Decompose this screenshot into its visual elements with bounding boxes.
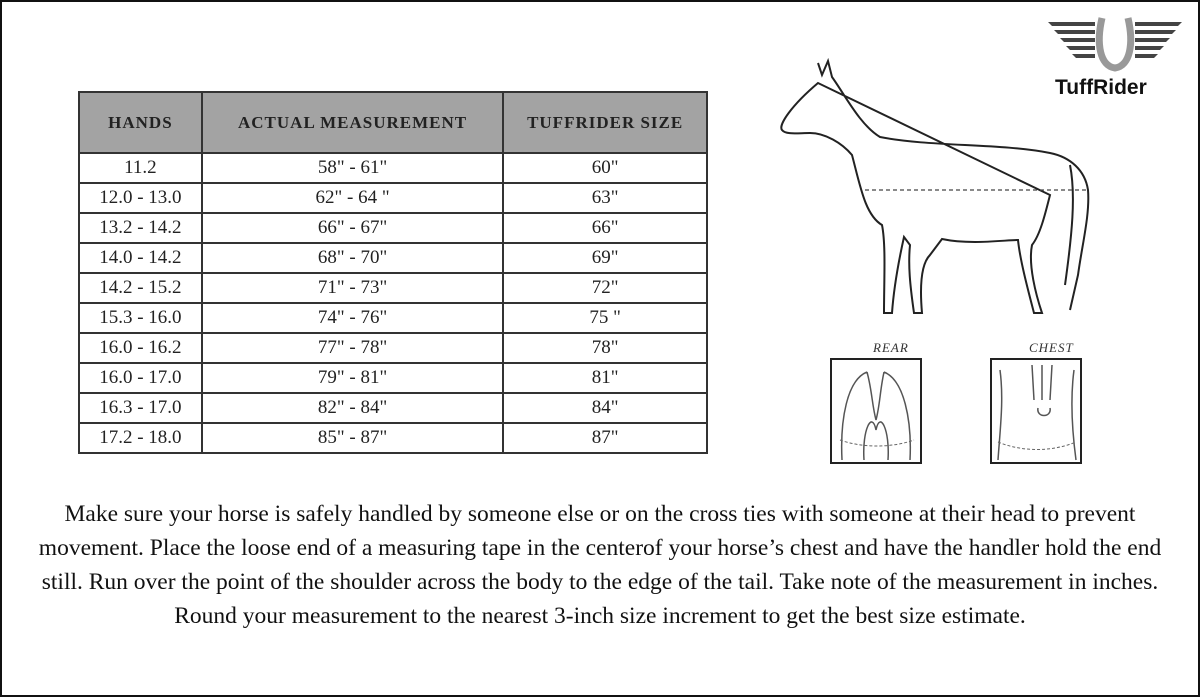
rear-label: REAR — [873, 340, 909, 355]
rear-view-diagram — [830, 358, 922, 464]
table-row: 14.0 - 14.2 68" - 70" 69" — [78, 242, 708, 274]
tuffrider-size-cell: 78" — [502, 332, 708, 364]
hands-cell: 13.2 - 14.2 — [78, 212, 203, 244]
tuffrider-size-cell: 60" — [502, 152, 708, 184]
hands-cell: 11.2 — [78, 152, 203, 184]
chest-label: CHEST — [1029, 340, 1074, 355]
actual-measurement-cell: 66" - 67" — [200, 212, 505, 244]
table-row: 12.0 - 13.0 62" - 64 " 63" — [78, 182, 708, 214]
table-header-row: HANDS ACTUAL MEASUREMENT TUFFRIDER SIZE — [78, 91, 708, 154]
rear-view-icon — [839, 371, 915, 461]
hands-cell: 17.2 - 18.0 — [78, 422, 203, 454]
chest-view-diagram — [990, 358, 1082, 464]
actual-measurement-cell: 71" - 73" — [200, 272, 505, 304]
actual-measurement-cell: 68" - 70" — [200, 242, 505, 274]
tuffrider-size-cell: 87" — [502, 422, 708, 454]
actual-measurement-cell: 62" - 64 " — [200, 182, 505, 214]
header-actual-measurement: ACTUAL MEASUREMENT — [200, 91, 505, 154]
table-row: 11.2 58" - 61" 60" — [78, 152, 708, 184]
tuffrider-size-cell: 66" — [502, 212, 708, 244]
measuring-instructions: Make sure your horse is safely handled b… — [38, 501, 1162, 629]
table-row: 17.2 - 18.0 85" - 87" 87" — [78, 422, 708, 454]
actual-measurement-cell: 79" - 81" — [200, 362, 505, 394]
tuffrider-size-cell: 81" — [502, 362, 708, 394]
hands-cell: 12.0 - 13.0 — [78, 182, 203, 214]
actual-measurement-cell: 82" - 84" — [200, 392, 505, 424]
hands-cell: 15.3 - 16.0 — [78, 302, 203, 334]
actual-measurement-cell: 85" - 87" — [200, 422, 505, 454]
tuffrider-size-cell: 84" — [502, 392, 708, 424]
hands-cell: 16.0 - 16.2 — [78, 332, 203, 364]
horse-outline-illustration — [780, 57, 1090, 314]
tuffrider-logo-icon — [1048, 17, 1182, 72]
hands-cell: 16.3 - 17.0 — [78, 392, 203, 424]
tuffrider-size-cell: 63" — [502, 182, 708, 214]
tuffrider-size-cell: 75 " — [502, 302, 708, 334]
table-row: 16.0 - 16.2 77" - 78" 78" — [78, 332, 708, 364]
tuffrider-size-cell: 69" — [502, 242, 708, 274]
hands-cell: 14.0 - 14.2 — [78, 242, 203, 274]
chest-view-icon — [997, 364, 1077, 461]
header-tuffrider-size: TUFFRIDER SIZE — [502, 91, 708, 154]
tuffrider-size-cell: 72" — [502, 272, 708, 304]
table-row: 16.3 - 17.0 82" - 84" 84" — [78, 392, 708, 424]
size-chart-table: HANDS ACTUAL MEASUREMENT TUFFRIDER SIZE … — [78, 91, 708, 454]
header-hands: HANDS — [78, 91, 203, 154]
table-row: 14.2 - 15.2 71" - 73" 72" — [78, 272, 708, 304]
brand-name: TuffRider — [1055, 76, 1147, 99]
table-row: 16.0 - 17.0 79" - 81" 81" — [78, 362, 708, 394]
actual-measurement-cell: 58" - 61" — [200, 152, 505, 184]
hands-cell: 16.0 - 17.0 — [78, 362, 203, 394]
actual-measurement-cell: 74" - 76" — [200, 302, 505, 334]
table-row: 13.2 - 14.2 66" - 67" 66" — [78, 212, 708, 244]
actual-measurement-cell: 77" - 78" — [200, 332, 505, 364]
table-row: 15.3 - 16.0 74" - 76" 75 " — [78, 302, 708, 334]
hands-cell: 14.2 - 15.2 — [78, 272, 203, 304]
